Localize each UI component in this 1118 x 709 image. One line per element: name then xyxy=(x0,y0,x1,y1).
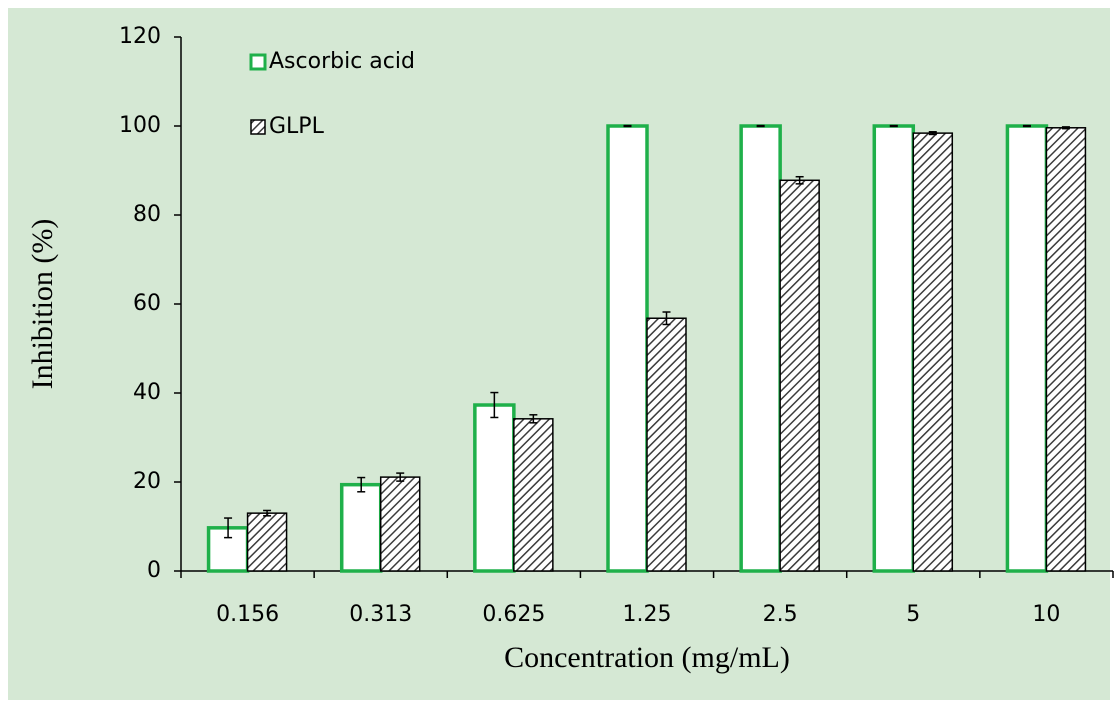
x-tick-label: 5 xyxy=(906,602,920,627)
error-bar xyxy=(928,131,937,136)
bar xyxy=(513,418,554,572)
bar xyxy=(739,124,782,573)
legend-label: GLPL xyxy=(269,114,325,139)
bar xyxy=(912,132,954,572)
error-bar xyxy=(889,124,898,128)
bar xyxy=(379,476,421,572)
y-tick-label: 0 xyxy=(147,558,161,583)
x-tick-label: 2.5 xyxy=(763,602,798,627)
error-bar xyxy=(662,311,671,326)
error-bar xyxy=(529,414,538,424)
bar xyxy=(646,317,687,572)
bar xyxy=(246,512,288,572)
bar xyxy=(1005,124,1049,573)
x-tick-label: 0.625 xyxy=(482,602,545,627)
y-tick-label: 80 xyxy=(133,202,161,227)
bar xyxy=(779,179,820,572)
error-bar xyxy=(756,124,765,128)
bar xyxy=(606,124,649,573)
x-tick-label: 10 xyxy=(1032,602,1060,627)
y-tick-label: 100 xyxy=(119,113,161,138)
y-tick-label: 20 xyxy=(133,469,161,494)
y-tick-label: 60 xyxy=(133,291,161,316)
legend-swatch xyxy=(250,119,266,135)
error-bar xyxy=(263,509,272,517)
bar xyxy=(1045,127,1087,572)
error-bar xyxy=(795,175,804,185)
legend-label: Ascorbic acid xyxy=(269,49,415,74)
bar xyxy=(473,403,516,573)
x-tick-label: 0.156 xyxy=(216,602,279,627)
x-axis-title: Concentration (mg/mL) xyxy=(504,641,790,674)
error-bar xyxy=(357,476,366,493)
error-bar xyxy=(490,391,499,419)
error-bar xyxy=(224,517,233,539)
legend-swatch xyxy=(249,53,267,71)
y-axis-title: Inhibition (%) xyxy=(26,219,59,390)
error-bar xyxy=(1061,126,1070,130)
x-tick-label: 0.313 xyxy=(349,602,412,627)
error-bar xyxy=(396,472,405,482)
bar xyxy=(872,124,916,573)
error-bar xyxy=(1022,124,1031,128)
bar xyxy=(339,482,383,573)
y-tick-label: 120 xyxy=(119,24,161,49)
x-tick-label: 1.25 xyxy=(623,602,672,627)
error-bar xyxy=(623,124,632,128)
y-tick-label: 40 xyxy=(133,380,161,405)
